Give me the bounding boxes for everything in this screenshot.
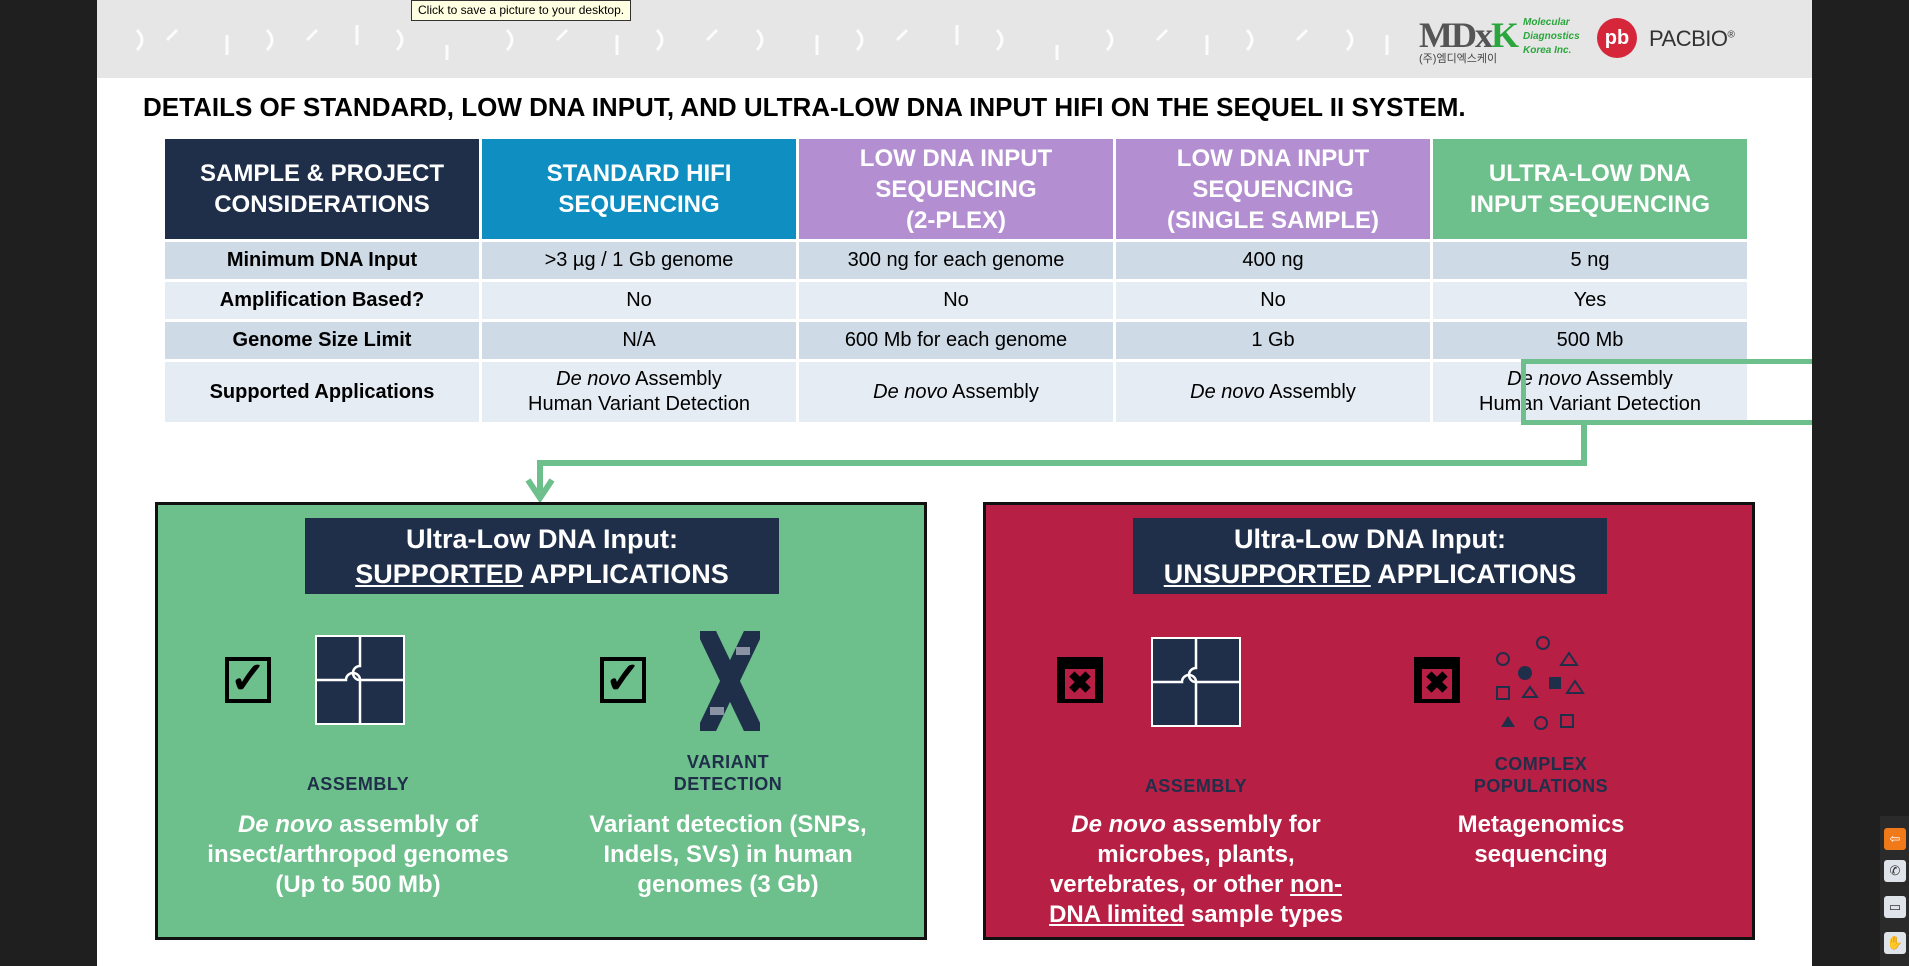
- table-cell: De novo Assembly: [799, 362, 1113, 422]
- mdxk-logo: MDxK (주)엠디엑스케이 Molecular Diagnostics Kor…: [1419, 14, 1580, 66]
- slide-title: DETAILS OF STANDARD, LOW DNA INPUT, AND …: [143, 92, 1466, 122]
- chromosome-icon: [700, 631, 760, 731]
- checkbox-x-icon: ✖: [1414, 657, 1460, 703]
- puzzle-icon: [1151, 637, 1241, 727]
- side-toolbar: ⇦ ✆ ▭ ✋: [1880, 816, 1909, 966]
- phone-icon[interactable]: ✆: [1884, 860, 1906, 882]
- assembly-unsupported-description: De novo assembly for microbes, plants, v…: [1049, 811, 1343, 928]
- assembly-label: ASSEMBLY: [306, 774, 410, 794]
- table-cell: No: [799, 282, 1113, 319]
- table-cell: 500 Mb: [1433, 322, 1747, 359]
- header-low-input-single: LOW DNA INPUT SEQUENCING (SINGLE SAMPLE): [1116, 139, 1430, 239]
- checkbox-checked-icon: ✓: [600, 657, 646, 703]
- table-cell: 600 Mb for each genome: [799, 322, 1113, 359]
- mdxk-korean-name: (주)엠디엑스케이: [1419, 53, 1498, 65]
- table-cell: De novo Assembly Human Variant Detection: [482, 362, 796, 422]
- row-label: Genome Size Limit: [165, 322, 479, 359]
- ultra-low-highlight-box: [1521, 359, 1812, 425]
- table-row-applications: Supported Applications De novo Assembly H…: [165, 362, 1747, 422]
- supported-applications-panel: Ultra-Low DNA Input: SUPPORTED APPLICATI…: [155, 502, 927, 940]
- checkbox-checked-icon: ✓: [225, 657, 271, 703]
- checkbox-x-icon: ✖: [1057, 657, 1103, 703]
- slide: MDxK (주)엠디엑스케이 Molecular Diagnostics Kor…: [97, 0, 1812, 966]
- assembly-description: De novo assembly of insect/arthropod gen…: [207, 811, 509, 898]
- pacbio-mark-icon: pb: [1597, 18, 1637, 58]
- table-cell: De novo Assembly: [1116, 362, 1430, 422]
- table-cell: >3 µg / 1 Gb genome: [482, 242, 796, 279]
- hand-icon[interactable]: ✋: [1884, 932, 1906, 954]
- table-cell: 300 ng for each genome: [799, 242, 1113, 279]
- save-picture-tooltip: Click to save a picture to your desktop.: [411, 0, 632, 21]
- populations-icon: [1496, 636, 1585, 730]
- assembly-label: ASSEMBLY: [1144, 776, 1248, 796]
- table-cell: No: [482, 282, 796, 319]
- header-low-input-2plex: LOW DNA INPUT SEQUENCING (2-PLEX): [799, 139, 1113, 239]
- header-ultra-low-input: ULTRA-LOW DNA INPUT SEQUENCING: [1433, 139, 1747, 239]
- unsupported-applications-panel: Ultra-Low DNA Input: UNSUPPORTED APPLICA…: [983, 502, 1755, 940]
- pacbio-logo: pb PACBIO®: [1597, 18, 1767, 60]
- screen-icon[interactable]: ▭: [1884, 896, 1906, 918]
- comparison-table: SAMPLE & PROJECT CONSIDERATIONS STANDARD …: [162, 136, 1750, 425]
- table-cell: 400 ng: [1116, 242, 1430, 279]
- row-label: Amplification Based?: [165, 282, 479, 319]
- puzzle-icon: [315, 635, 405, 725]
- header-banner: MDxK (주)엠디엑스케이 Molecular Diagnostics Kor…: [97, 0, 1812, 78]
- variant-detection-description: Variant detection (SNPs, Indels, SVs) in…: [589, 811, 867, 898]
- mdxk-logo-text: MDxK: [1419, 15, 1519, 55]
- table-cell: N/A: [482, 322, 796, 359]
- mdxk-tagline: Molecular Diagnostics Korea Inc.: [1523, 17, 1580, 56]
- table-row: Minimum DNA Input >3 µg / 1 Gb genome 30…: [165, 242, 1747, 279]
- row-label: Minimum DNA Input: [165, 242, 479, 279]
- arrow-left-icon[interactable]: ⇦: [1884, 828, 1906, 850]
- banner-pattern: [135, 25, 1389, 60]
- variant-detection-label: VARIANT DETECTION: [673, 752, 783, 794]
- connector-arrow: [525, 424, 1587, 504]
- table-header-row: SAMPLE & PROJECT CONSIDERATIONS STANDARD …: [165, 139, 1747, 239]
- row-label: Supported Applications: [165, 362, 479, 422]
- pacbio-wordmark: PACBIO®: [1649, 26, 1735, 51]
- table-row: Genome Size Limit N/A 600 Mb for each ge…: [165, 322, 1747, 359]
- table-cell: No: [1116, 282, 1430, 319]
- panel-title: Ultra-Low DNA Input: SUPPORTED APPLICATI…: [305, 518, 779, 594]
- table-cell: 1 Gb: [1116, 322, 1430, 359]
- metagenomics-description: Metagenomics sequencing: [1457, 811, 1625, 868]
- table-row: Amplification Based? No No No Yes: [165, 282, 1747, 319]
- table-cell: Yes: [1433, 282, 1747, 319]
- complex-populations-label: COMPLEX POPULATIONS: [1473, 754, 1609, 796]
- panel-title: Ultra-Low DNA Input: UNSUPPORTED APPLICA…: [1133, 518, 1607, 594]
- table-cell: 5 ng: [1433, 242, 1747, 279]
- header-considerations: SAMPLE & PROJECT CONSIDERATIONS: [165, 139, 479, 239]
- header-standard-hifi: STANDARD HIFI SEQUENCING: [482, 139, 796, 239]
